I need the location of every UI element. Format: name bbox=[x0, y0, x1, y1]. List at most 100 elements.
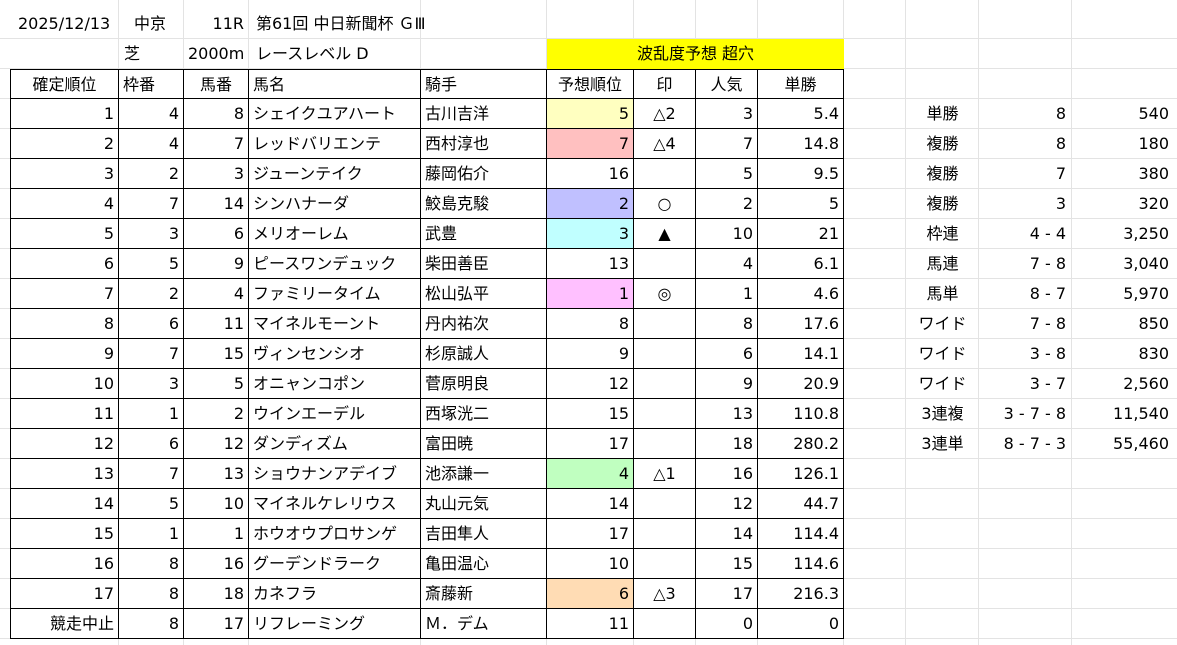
race-number[interactable]: 11R bbox=[212, 14, 244, 33]
predicted-rank-cell[interactable]: 3 bbox=[547, 219, 634, 249]
payout-amount[interactable]: 2,560 bbox=[1123, 374, 1169, 393]
predicted-rank-cell[interactable]: 11 bbox=[547, 609, 634, 639]
payout-combination[interactable]: 4 - 4 bbox=[1029, 224, 1066, 243]
payout-combination[interactable]: 7 - 8 bbox=[1029, 314, 1066, 333]
payout-type[interactable]: 複勝 bbox=[926, 134, 959, 153]
umaban-cell[interactable]: 10 bbox=[184, 489, 249, 519]
payout-type[interactable]: 複勝 bbox=[926, 194, 959, 213]
payout-amount[interactable]: 55,460 bbox=[1113, 434, 1169, 453]
horse-name-cell[interactable]: ジューンテイク bbox=[249, 159, 421, 189]
umaban-cell[interactable]: 15 bbox=[184, 339, 249, 369]
payout-amount[interactable]: 320 bbox=[1138, 194, 1169, 213]
finish-cell[interactable]: 15 bbox=[10, 519, 119, 549]
payout-combination[interactable]: 3 - 7 bbox=[1029, 374, 1066, 393]
horse-name-cell[interactable]: ホウオウプロサンゲ bbox=[249, 519, 421, 549]
win-odds-cell[interactable]: 4.6 bbox=[758, 279, 844, 309]
finish-cell[interactable]: 9 bbox=[10, 339, 119, 369]
horse-name-cell[interactable]: レッドバリエンテ bbox=[249, 129, 421, 159]
jockey-cell[interactable]: 柴田善臣 bbox=[421, 249, 547, 279]
horse-name-cell[interactable]: グーデンドラーク bbox=[249, 549, 421, 579]
payout-type[interactable]: 複勝 bbox=[926, 164, 959, 183]
mark-cell[interactable]: △1 bbox=[634, 459, 696, 489]
win-odds-cell[interactable]: 6.1 bbox=[758, 249, 844, 279]
mark-cell[interactable] bbox=[634, 609, 696, 639]
predicted-rank-cell[interactable]: 17 bbox=[547, 519, 634, 549]
jockey-cell[interactable]: 亀田温心 bbox=[421, 549, 547, 579]
payout-amount[interactable]: 3,040 bbox=[1123, 254, 1169, 273]
waku-cell[interactable]: 4 bbox=[119, 99, 184, 129]
jockey-cell[interactable]: 杉原誠人 bbox=[421, 339, 547, 369]
header-jockey[interactable]: 騎手 bbox=[421, 69, 547, 99]
header-finish[interactable]: 確定順位 bbox=[10, 69, 119, 99]
popularity-cell[interactable]: 2 bbox=[696, 189, 758, 219]
header-waku[interactable]: 枠番 bbox=[119, 69, 184, 99]
payout-type[interactable]: ワイド bbox=[918, 344, 967, 363]
finish-cell[interactable]: 14 bbox=[10, 489, 119, 519]
jockey-cell[interactable]: 藤岡佑介 bbox=[421, 159, 547, 189]
umaban-cell[interactable]: 11 bbox=[184, 309, 249, 339]
win-odds-cell[interactable]: 14.1 bbox=[758, 339, 844, 369]
finish-cell[interactable]: 競走中止 bbox=[10, 609, 119, 639]
mark-cell[interactable] bbox=[634, 339, 696, 369]
jockey-cell[interactable]: Ｍ．デム bbox=[421, 609, 547, 639]
waku-cell[interactable]: 7 bbox=[119, 189, 184, 219]
popularity-cell[interactable]: 0 bbox=[696, 609, 758, 639]
payout-combination[interactable]: 7 bbox=[1055, 164, 1066, 183]
mark-cell[interactable] bbox=[634, 309, 696, 339]
popularity-cell[interactable]: 10 bbox=[696, 219, 758, 249]
predicted-rank-cell[interactable]: 13 bbox=[547, 249, 634, 279]
horse-name-cell[interactable]: マイネルケレリウス bbox=[249, 489, 421, 519]
waku-cell[interactable]: 1 bbox=[119, 519, 184, 549]
payout-combination[interactable]: 8 - 7 bbox=[1029, 284, 1066, 303]
win-odds-cell[interactable]: 114.6 bbox=[758, 549, 844, 579]
umaban-cell[interactable]: 18 bbox=[184, 579, 249, 609]
header-mark[interactable]: 印 bbox=[634, 69, 696, 99]
popularity-cell[interactable]: 13 bbox=[696, 399, 758, 429]
finish-cell[interactable]: 5 bbox=[10, 219, 119, 249]
payout-type[interactable]: ワイド bbox=[918, 314, 967, 333]
jockey-cell[interactable]: 古川吉洋 bbox=[421, 99, 547, 129]
predicted-rank-cell[interactable]: 15 bbox=[547, 399, 634, 429]
waku-cell[interactable]: 8 bbox=[119, 579, 184, 609]
finish-cell[interactable]: 8 bbox=[10, 309, 119, 339]
predicted-rank-cell[interactable]: 5 bbox=[547, 99, 634, 129]
finish-cell[interactable]: 1 bbox=[10, 99, 119, 129]
win-odds-cell[interactable]: 9.5 bbox=[758, 159, 844, 189]
popularity-cell[interactable]: 8 bbox=[696, 309, 758, 339]
win-odds-cell[interactable]: 20.9 bbox=[758, 369, 844, 399]
waku-cell[interactable]: 3 bbox=[119, 219, 184, 249]
predicted-rank-cell[interactable]: 16 bbox=[547, 159, 634, 189]
win-odds-cell[interactable]: 216.3 bbox=[758, 579, 844, 609]
predicted-rank-cell[interactable]: 17 bbox=[547, 429, 634, 459]
race-level[interactable]: レースレベル D bbox=[256, 44, 369, 63]
umaban-cell[interactable]: 9 bbox=[184, 249, 249, 279]
header-odds[interactable]: 単勝 bbox=[758, 69, 844, 99]
payout-type[interactable]: 単勝 bbox=[926, 104, 959, 123]
win-odds-cell[interactable]: 5.4 bbox=[758, 99, 844, 129]
mark-cell[interactable] bbox=[634, 429, 696, 459]
race-name[interactable]: 第61回 中日新聞杯 ＧⅢ bbox=[256, 14, 426, 33]
horse-name-cell[interactable]: シンハナーダ bbox=[249, 189, 421, 219]
popularity-cell[interactable]: 7 bbox=[696, 129, 758, 159]
win-odds-cell[interactable]: 14.8 bbox=[758, 129, 844, 159]
race-surface[interactable]: 芝 bbox=[124, 44, 141, 63]
predicted-rank-cell[interactable]: 2 bbox=[547, 189, 634, 219]
umaban-cell[interactable]: 4 bbox=[184, 279, 249, 309]
umaban-cell[interactable]: 13 bbox=[184, 459, 249, 489]
horse-name-cell[interactable]: ピースワンデュック bbox=[249, 249, 421, 279]
predicted-rank-cell[interactable]: 7 bbox=[547, 129, 634, 159]
jockey-cell[interactable]: 西村淳也 bbox=[421, 129, 547, 159]
payout-type[interactable]: 馬連 bbox=[926, 254, 959, 273]
waku-cell[interactable]: 6 bbox=[119, 309, 184, 339]
popularity-cell[interactable]: 12 bbox=[696, 489, 758, 519]
jockey-cell[interactable]: 斎藤新 bbox=[421, 579, 547, 609]
finish-cell[interactable]: 2 bbox=[10, 129, 119, 159]
predicted-rank-cell[interactable]: 8 bbox=[547, 309, 634, 339]
finish-cell[interactable]: 11 bbox=[10, 399, 119, 429]
horse-name-cell[interactable]: ヴィンセンシオ bbox=[249, 339, 421, 369]
umaban-cell[interactable]: 14 bbox=[184, 189, 249, 219]
predicted-rank-cell[interactable]: 1 bbox=[547, 279, 634, 309]
header-umaban[interactable]: 馬番 bbox=[184, 69, 249, 99]
umaban-cell[interactable]: 3 bbox=[184, 159, 249, 189]
mark-cell[interactable] bbox=[634, 519, 696, 549]
